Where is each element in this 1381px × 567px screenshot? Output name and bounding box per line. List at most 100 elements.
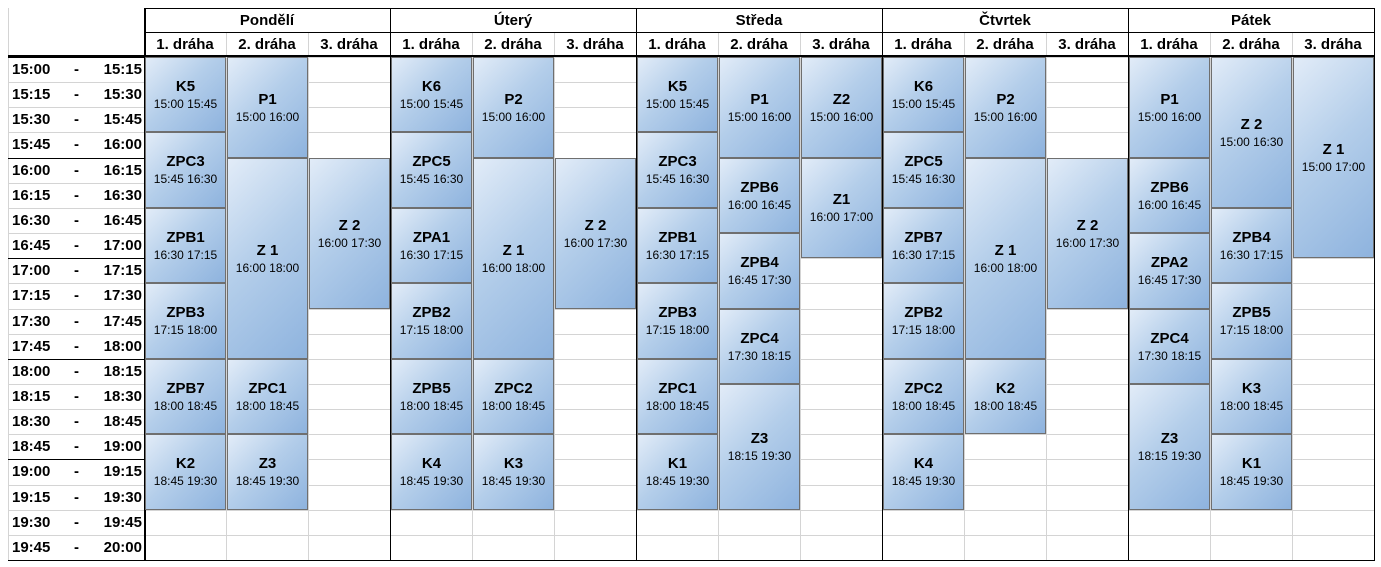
session-block[interactable]: Z3 18:45 19:30 bbox=[227, 434, 308, 510]
session-block[interactable]: ZPB7 18:00 18:45 bbox=[145, 359, 226, 434]
session-block[interactable]: ZPC4 17:30 18:15 bbox=[1129, 309, 1210, 384]
lane-header: 3. dráha bbox=[1058, 36, 1116, 53]
lane-header: 2. dráha bbox=[976, 36, 1034, 53]
session-block[interactable]: ZPC2 18:00 18:45 bbox=[473, 359, 554, 434]
session-name: ZPB1 bbox=[166, 228, 205, 246]
session-name: K2 bbox=[175, 455, 196, 472]
session-block[interactable]: Z3 18:15 19:30 bbox=[1129, 384, 1210, 510]
session-name: ZPC3 bbox=[658, 153, 697, 170]
session-block[interactable]: Z 1 16:00 18:00 bbox=[965, 158, 1046, 359]
session-block[interactable]: Z2 15:00 16:00 bbox=[801, 57, 882, 158]
session-block[interactable]: ZPC1 18:00 18:45 bbox=[227, 359, 308, 434]
session-block[interactable]: K3 18:45 19:30 bbox=[473, 434, 554, 510]
session-time: 15:00 16:00 bbox=[809, 109, 874, 124]
session-time: 15:00 15:45 bbox=[153, 96, 218, 111]
session-time: 15:00 16:00 bbox=[973, 109, 1038, 124]
session-block[interactable]: Z 2 16:00 17:30 bbox=[309, 158, 390, 309]
session-block[interactable]: K3 18:00 18:45 bbox=[1211, 359, 1292, 434]
time-start: 19:30 bbox=[12, 514, 51, 531]
session-block[interactable]: ZPC1 18:00 18:45 bbox=[637, 359, 718, 434]
session-block[interactable]: Z 2 16:00 17:30 bbox=[555, 158, 636, 309]
lane-gridline bbox=[472, 33, 473, 560]
time-dash: - bbox=[74, 136, 79, 153]
session-block[interactable]: ZPC4 17:30 18:15 bbox=[719, 309, 800, 384]
session-time: 16:45 17:30 bbox=[1137, 273, 1202, 287]
session-name: K5 bbox=[175, 77, 196, 95]
lane-header: 2. dráha bbox=[1222, 36, 1280, 53]
session-block[interactable]: K2 18:00 18:45 bbox=[965, 359, 1046, 434]
session-name: P2 bbox=[996, 90, 1015, 108]
session-block[interactable]: ZPC5 15:45 16:30 bbox=[883, 132, 964, 208]
session-time: 15:45 16:30 bbox=[399, 172, 464, 186]
session-block[interactable]: ZPB7 16:30 17:15 bbox=[883, 208, 964, 283]
session-block[interactable]: ZPB5 18:00 18:45 bbox=[391, 359, 472, 434]
session-block[interactable]: P2 15:00 16:00 bbox=[965, 57, 1046, 158]
session-block[interactable]: ZPA1 16:30 17:15 bbox=[391, 208, 472, 283]
session-name: K1 bbox=[1241, 455, 1262, 472]
lane-header: 3. dráha bbox=[566, 36, 624, 53]
lane-header: 1. dráha bbox=[648, 36, 706, 53]
session-time: 17:15 18:00 bbox=[399, 323, 464, 337]
session-block[interactable]: K4 18:45 19:30 bbox=[391, 434, 472, 510]
session-block[interactable]: ZPB6 16:00 16:45 bbox=[1129, 158, 1210, 233]
session-block[interactable]: K5 15:00 15:45 bbox=[637, 57, 718, 132]
session-block[interactable]: K1 18:45 19:30 bbox=[637, 434, 718, 510]
session-block[interactable]: Z 1 16:00 18:00 bbox=[227, 158, 308, 359]
time-start: 16:00 bbox=[12, 162, 51, 179]
session-block[interactable]: Z 2 15:00 16:30 bbox=[1211, 57, 1292, 208]
session-block[interactable]: ZPA2 16:45 17:30 bbox=[1129, 233, 1210, 309]
session-block[interactable]: ZPB1 16:30 17:15 bbox=[145, 208, 226, 283]
session-block[interactable]: K6 15:00 15:45 bbox=[883, 57, 964, 132]
session-block[interactable]: ZPB6 16:00 16:45 bbox=[719, 158, 800, 233]
session-name: ZPB5 bbox=[412, 379, 451, 397]
session-block[interactable]: Z3 18:15 19:30 bbox=[719, 384, 800, 510]
lane-header: 1. dráha bbox=[402, 36, 460, 53]
session-block[interactable]: P1 15:00 16:00 bbox=[227, 57, 308, 158]
time-start: 19:45 bbox=[12, 539, 51, 556]
time-row: 15:30 - 15:45 bbox=[8, 107, 144, 132]
session-block[interactable]: Z1 16:00 17:00 bbox=[801, 158, 882, 258]
session-block[interactable]: ZPB4 16:45 17:30 bbox=[719, 233, 800, 309]
session-block[interactable]: K5 15:00 15:45 bbox=[145, 57, 226, 132]
session-block[interactable]: P2 15:00 16:00 bbox=[473, 57, 554, 158]
day-border bbox=[390, 8, 391, 560]
time-row: 18:30 - 18:45 bbox=[8, 409, 144, 434]
session-block[interactable]: Z 1 16:00 18:00 bbox=[473, 158, 554, 359]
session-block[interactable]: P1 15:00 16:00 bbox=[1129, 57, 1210, 158]
session-block[interactable]: K2 18:45 19:30 bbox=[145, 434, 226, 510]
session-time: 16:00 18:00 bbox=[973, 260, 1038, 275]
session-block[interactable]: ZPC5 15:45 16:30 bbox=[391, 132, 472, 208]
session-name: P1 bbox=[750, 90, 769, 108]
session-block[interactable]: K6 15:00 15:45 bbox=[391, 57, 472, 132]
session-block[interactable]: Z 1 15:00 17:00 bbox=[1293, 57, 1374, 258]
session-name: Z 1 bbox=[994, 241, 1017, 259]
session-block[interactable]: ZPB4 16:30 17:15 bbox=[1211, 208, 1292, 283]
time-start: 16:30 bbox=[12, 212, 51, 229]
session-block[interactable]: P1 15:00 16:00 bbox=[719, 57, 800, 158]
day-border bbox=[882, 8, 883, 560]
session-block[interactable]: ZPB3 17:15 18:00 bbox=[637, 283, 718, 359]
session-time: 15:00 16:00 bbox=[727, 109, 792, 124]
session-name: Z 1 bbox=[1322, 140, 1345, 158]
session-block[interactable]: ZPB5 17:15 18:00 bbox=[1211, 283, 1292, 359]
session-name: ZPA2 bbox=[1150, 254, 1189, 271]
time-dash: - bbox=[74, 212, 79, 229]
session-block[interactable]: ZPC3 15:45 16:30 bbox=[145, 132, 226, 208]
session-block[interactable]: ZPB3 17:15 18:00 bbox=[145, 283, 226, 359]
session-name: ZPB7 bbox=[904, 228, 943, 246]
session-time: 17:30 18:15 bbox=[727, 348, 792, 363]
session-block[interactable]: K4 18:45 19:30 bbox=[883, 434, 964, 510]
session-block[interactable]: Z 2 16:00 17:30 bbox=[1047, 158, 1128, 309]
session-block[interactable]: K1 18:45 19:30 bbox=[1211, 434, 1292, 510]
time-dash: - bbox=[74, 262, 79, 279]
time-end: 15:15 bbox=[103, 61, 142, 78]
session-block[interactable]: ZPC3 15:45 16:30 bbox=[637, 132, 718, 208]
session-block[interactable]: ZPB2 17:15 18:00 bbox=[883, 283, 964, 359]
session-block[interactable]: ZPB2 17:15 18:00 bbox=[391, 283, 472, 359]
session-block[interactable]: ZPC2 18:00 18:45 bbox=[883, 359, 964, 434]
session-block[interactable]: ZPB1 16:30 17:15 bbox=[637, 208, 718, 283]
hour-line bbox=[8, 459, 144, 460]
time-dash: - bbox=[74, 438, 79, 455]
hour-line bbox=[8, 359, 144, 360]
session-time: 16:00 17:00 bbox=[809, 210, 874, 224]
